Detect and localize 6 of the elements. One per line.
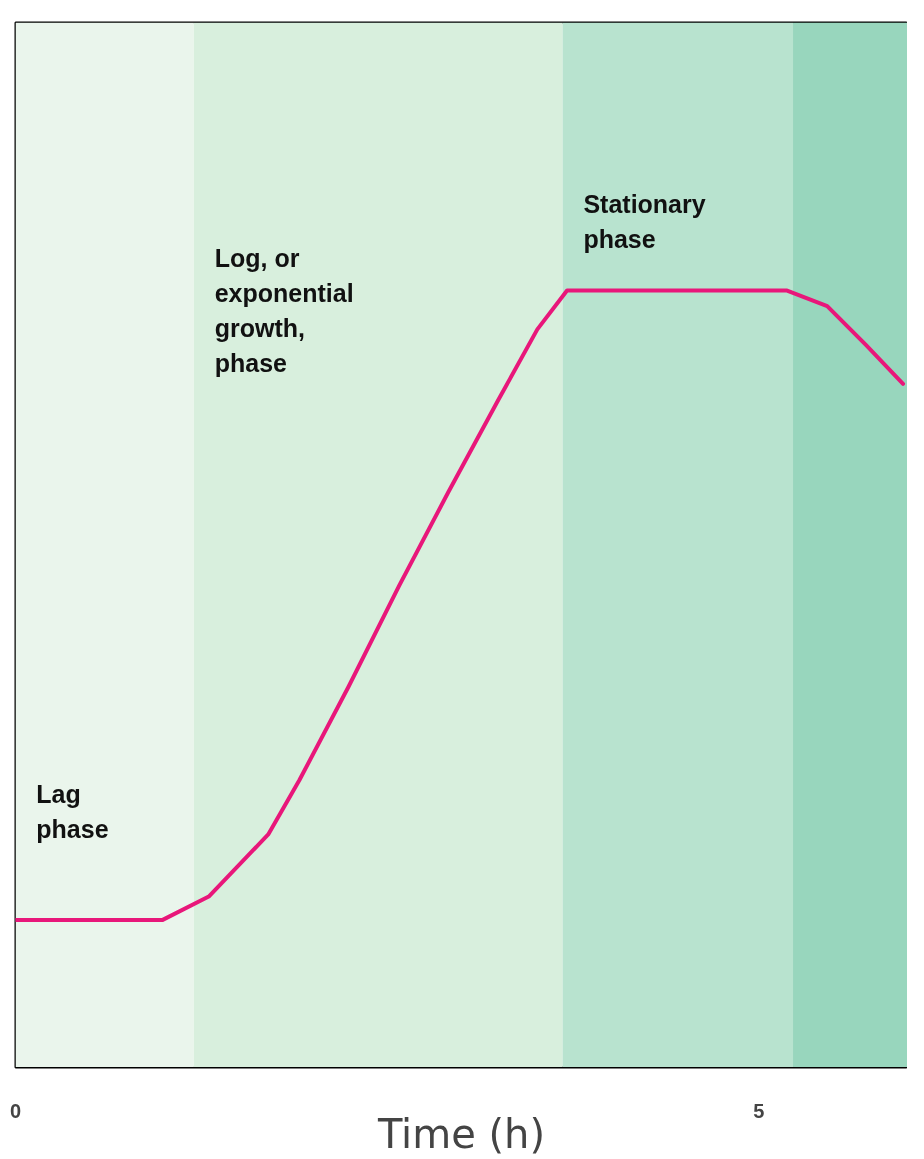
x-tick-label: 0	[9, 1099, 22, 1122]
x-axis-title: Time (h)	[376, 1110, 546, 1157]
band-label: Lag phase	[36, 780, 109, 844]
band-label: Stationary phase	[583, 189, 706, 253]
x-tick-label: 5	[753, 1099, 765, 1122]
band-label: Log, or exponential growth, phase	[214, 243, 354, 377]
